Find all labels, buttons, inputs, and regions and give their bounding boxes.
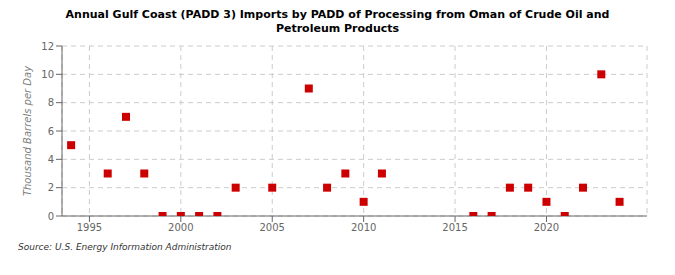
svg-text:8: 8	[48, 97, 54, 108]
html-text:Annual Gulf Coast (PADD 3) Imp: Annual Gulf Coast (PADD 3) Imports by PA…	[65, 8, 610, 21]
svg-text:Thousand Barrels per Day: Thousand Barrels per Day	[22, 65, 33, 196]
html-text:Source: U.S. Energy Informatio: Source: U.S. Energy Information Administ…	[18, 242, 232, 252]
svg-text:4: 4	[48, 154, 54, 165]
svg-text:1995: 1995	[77, 222, 102, 233]
svg-text:2005: 2005	[260, 222, 285, 233]
html-text:Petroleum Products: Petroleum Products	[275, 22, 400, 35]
svg-text:6: 6	[48, 126, 54, 137]
svg-text:2000: 2000	[168, 222, 193, 233]
svg-text:2015: 2015	[442, 222, 467, 233]
svg-text:2: 2	[48, 182, 54, 193]
svg-text:0: 0	[48, 211, 54, 222]
svg-text:2020: 2020	[534, 222, 559, 233]
svg-text:12: 12	[41, 41, 54, 52]
svg-text:10: 10	[41, 69, 54, 80]
svg-text:2010: 2010	[351, 222, 376, 233]
